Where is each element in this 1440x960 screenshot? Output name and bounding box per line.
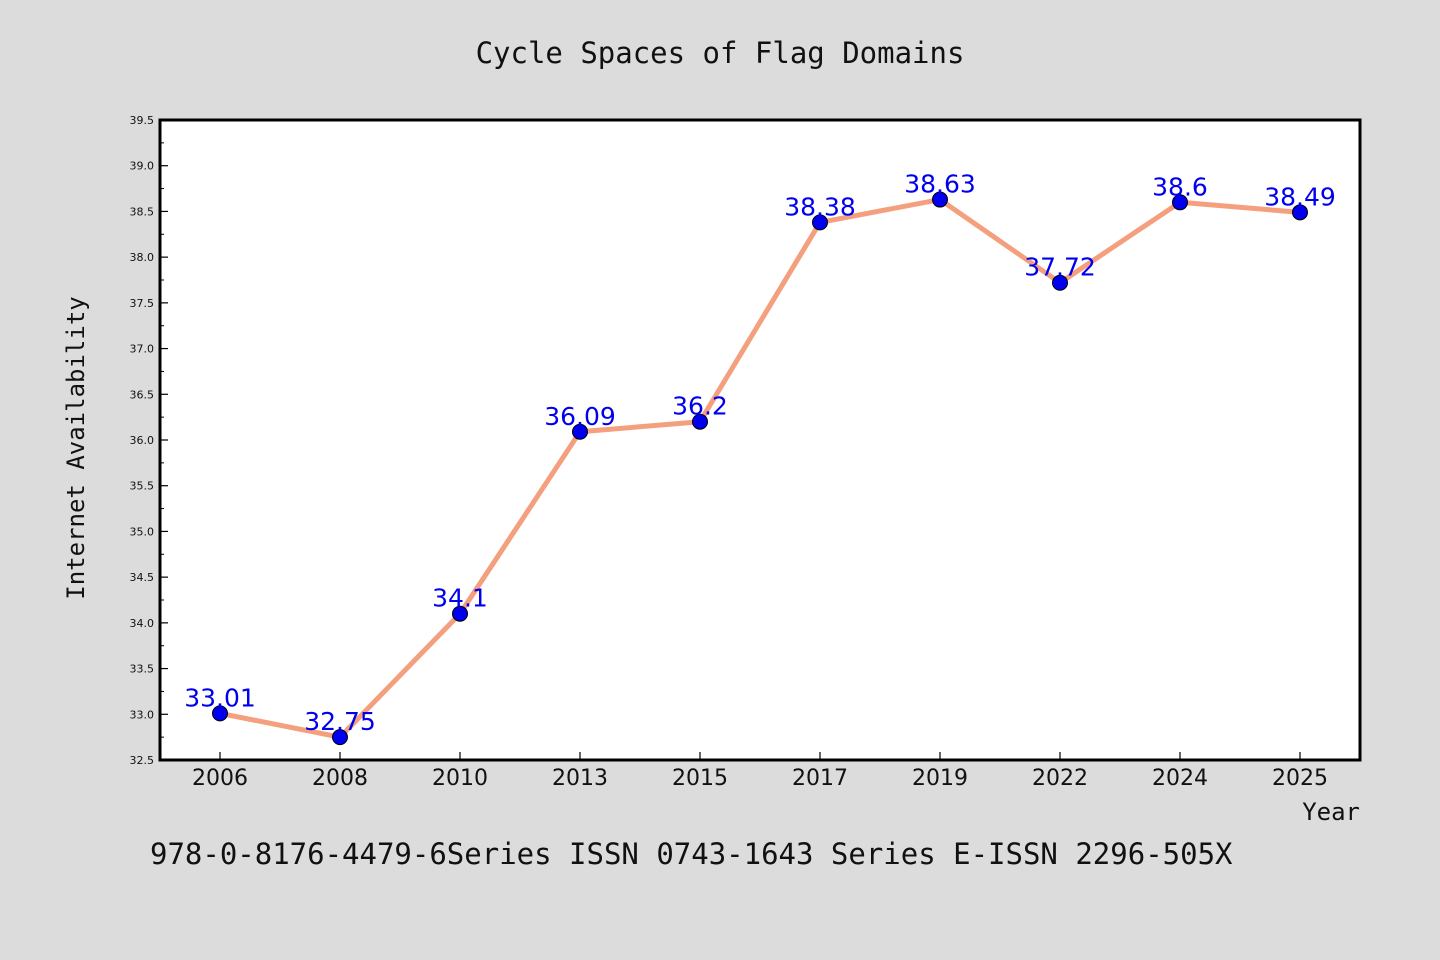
data-label: 38.6 bbox=[1152, 172, 1208, 201]
series-line bbox=[217, 197, 1303, 740]
data-label: 38.63 bbox=[904, 170, 976, 199]
data-point bbox=[1052, 274, 1068, 291]
x-tick-label: 2006 bbox=[192, 766, 248, 791]
x-tick-label: 2017 bbox=[792, 766, 848, 791]
y-tick-label: 34.0 bbox=[130, 617, 155, 630]
data-point bbox=[1172, 194, 1188, 211]
x-axis-label: Year bbox=[1302, 798, 1360, 826]
y-tick-label: 36.5 bbox=[130, 388, 155, 401]
y-tick-label: 39.0 bbox=[130, 160, 155, 173]
data-point bbox=[932, 191, 948, 208]
y-tick-label: 37.0 bbox=[130, 343, 155, 356]
data-point bbox=[1292, 204, 1308, 221]
data-label: 36.09 bbox=[544, 402, 616, 431]
y-axis-ticks: 32.5 33.0 33.5 34.0 34.5 35.0 35.5 36.0 36.5 37.0… bbox=[130, 114, 168, 767]
y-tick-label: 38.5 bbox=[130, 205, 155, 218]
data-labels: 33.01 32.75 34.1 36.09 36.2 38.38 38.63 37.72 38… bbox=[184, 170, 1336, 737]
x-axis-ticks: 2006 2008 2010 2013 2015 2017 2019 2022 2024 2025 bbox=[192, 752, 1328, 791]
y-axis-label: Internet Availability bbox=[62, 296, 90, 599]
data-label: 37.72 bbox=[1024, 253, 1096, 282]
y-tick-label: 33.5 bbox=[130, 663, 155, 676]
plot-area bbox=[160, 120, 1360, 760]
plot-frame bbox=[158, 118, 1362, 762]
x-tick-label: 2019 bbox=[912, 766, 968, 791]
data-label: 34.1 bbox=[432, 584, 488, 613]
data-point bbox=[332, 729, 348, 746]
data-label: 33.01 bbox=[184, 683, 256, 712]
y-tick-label: 37.5 bbox=[130, 297, 155, 310]
y-tick-label: 36.0 bbox=[130, 434, 155, 447]
data-point bbox=[212, 705, 228, 722]
data-series bbox=[212, 191, 1308, 746]
y-tick-label: 35.0 bbox=[130, 525, 155, 538]
y-tick-label: 38.0 bbox=[130, 251, 155, 264]
x-tick-label: 2024 bbox=[1152, 766, 1208, 791]
y-tick-label: 34.5 bbox=[130, 571, 155, 584]
data-point bbox=[692, 413, 708, 430]
y-tick-label: 32.5 bbox=[130, 754, 155, 767]
x-tick-label: 2025 bbox=[1272, 766, 1328, 791]
x-tick-label: 2010 bbox=[432, 766, 488, 791]
x-tick-label: 2008 bbox=[312, 766, 368, 791]
data-label: 32.75 bbox=[304, 707, 376, 736]
data-point bbox=[572, 423, 588, 440]
x-tick-label: 2015 bbox=[672, 766, 728, 791]
y-tick-label: 35.5 bbox=[130, 480, 155, 493]
data-label: 38.38 bbox=[784, 192, 856, 221]
x-tick-label: 2013 bbox=[552, 766, 608, 791]
data-label: 36.2 bbox=[672, 392, 728, 421]
footer-text: 978-0-8176-4479-6Series ISSN 0743-1643 S… bbox=[150, 837, 1233, 871]
chart-title: Cycle Spaces of Flag Domains bbox=[476, 36, 965, 70]
data-label: 38.49 bbox=[1264, 182, 1336, 211]
data-point bbox=[812, 214, 828, 231]
x-tick-label: 2022 bbox=[1032, 766, 1088, 791]
data-point bbox=[452, 605, 468, 622]
y-tick-label: 39.5 bbox=[130, 114, 155, 127]
y-tick-label: 33.0 bbox=[130, 708, 155, 721]
